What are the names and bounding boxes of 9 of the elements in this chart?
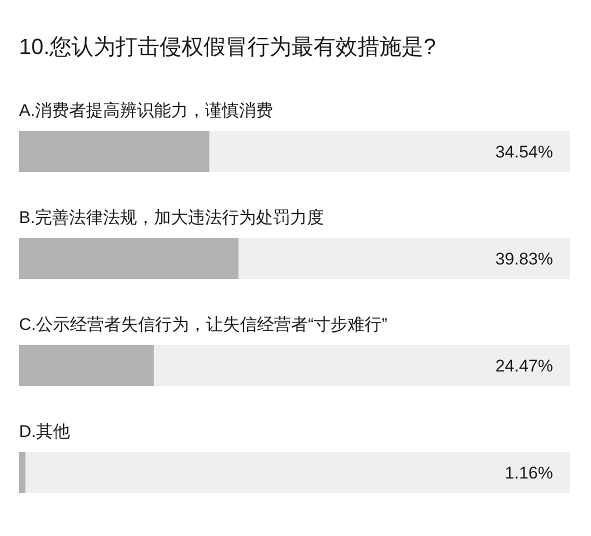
value-label: 1.16% [504,464,553,482]
value-label: 24.47% [495,356,553,376]
category-label: A.消费者提高辨识能力，谨慎消费 [19,101,274,120]
category-label: D.其他 [19,422,70,441]
title: 10.您认为打击侵权假冒行为最有效措施是? [19,34,436,59]
value-label: 34.54% [495,142,553,162]
value-label: 39.83% [495,250,553,268]
category-label: B.完善法律法规，加大违法行为处罚力度 [19,208,324,227]
category-label: C.公示经营者失信行为，让失信经营者“寸步难行” [19,315,388,334]
